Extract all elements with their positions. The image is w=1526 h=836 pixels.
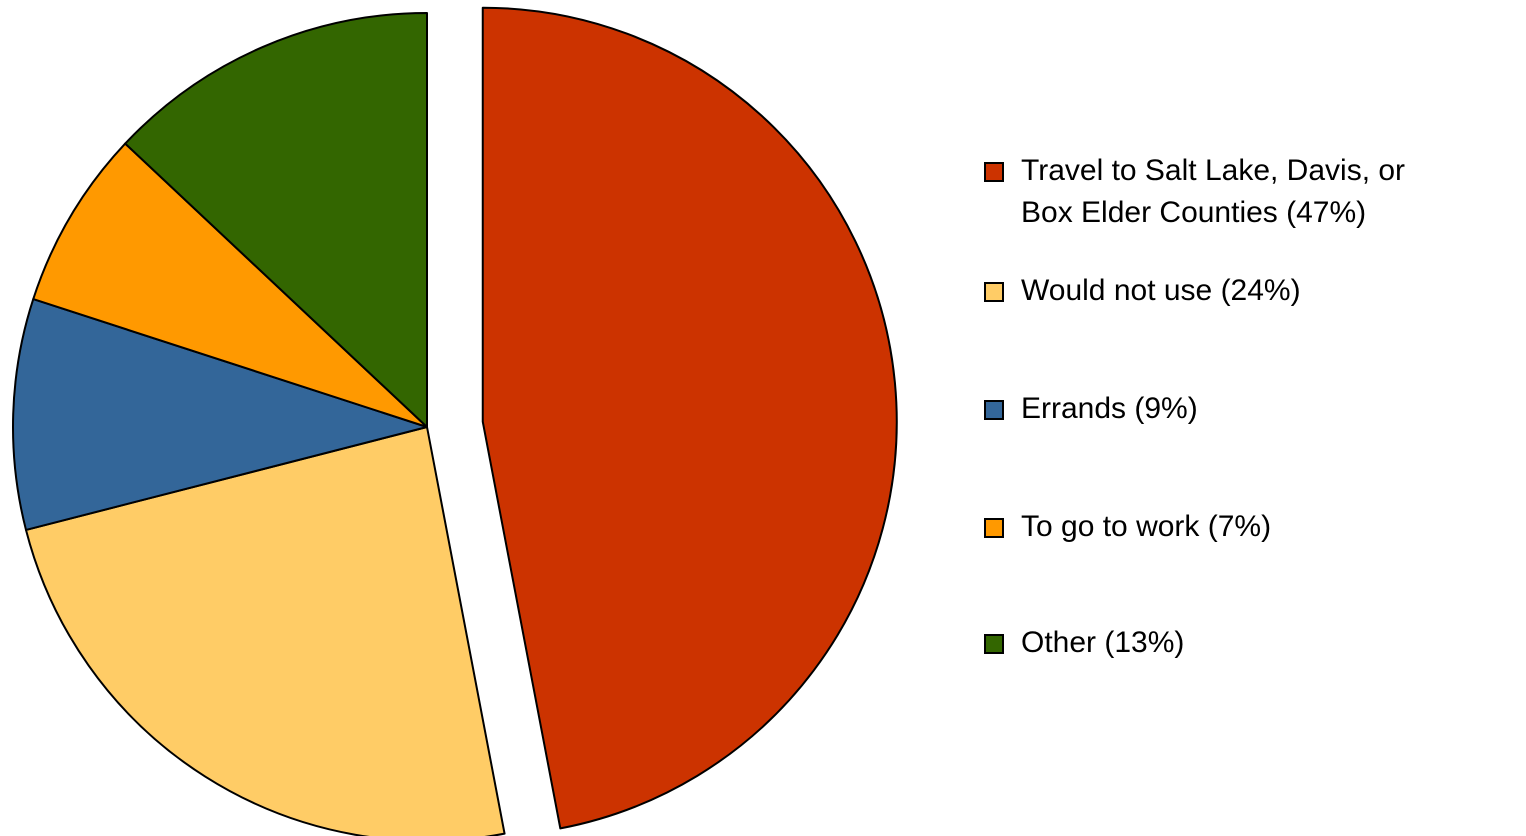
legend-swatch-other xyxy=(984,634,1004,654)
legend-swatch-travel xyxy=(984,162,1004,182)
legend-item-travel: Travel to Salt Lake, Davis, or Box Elder… xyxy=(984,150,1405,234)
legend-label-travel: Travel to Salt Lake, Davis, or Box Elder… xyxy=(1021,154,1406,229)
pie-slice-errands xyxy=(12,298,428,531)
legend-item-to-go-to-work: To go to work (7%) xyxy=(984,506,1271,548)
legend-label-other: Other (13%) xyxy=(1021,626,1185,659)
legend-label-errands: Errands (9%) xyxy=(1021,392,1198,425)
pie-slice-to-go-to-work xyxy=(32,142,428,428)
pie-slice-other xyxy=(124,12,428,428)
legend-label-would-not-use: Would not use (24%) xyxy=(1021,274,1301,307)
legend-item-errands: Errands (9%) xyxy=(984,388,1198,430)
pie-slice-would-not-use xyxy=(25,426,506,836)
legend-item-other: Other (13%) xyxy=(984,622,1184,664)
legend-item-would-not-use: Would not use (24%) xyxy=(984,270,1301,312)
legend-swatch-would-not-use xyxy=(984,282,1004,302)
legend-swatch-errands xyxy=(984,400,1004,420)
pie-slice-travel xyxy=(481,6,898,830)
legend-swatch-to-go-to-work xyxy=(984,518,1004,538)
legend-label-to-go-to-work: To go to work (7%) xyxy=(1021,510,1272,543)
